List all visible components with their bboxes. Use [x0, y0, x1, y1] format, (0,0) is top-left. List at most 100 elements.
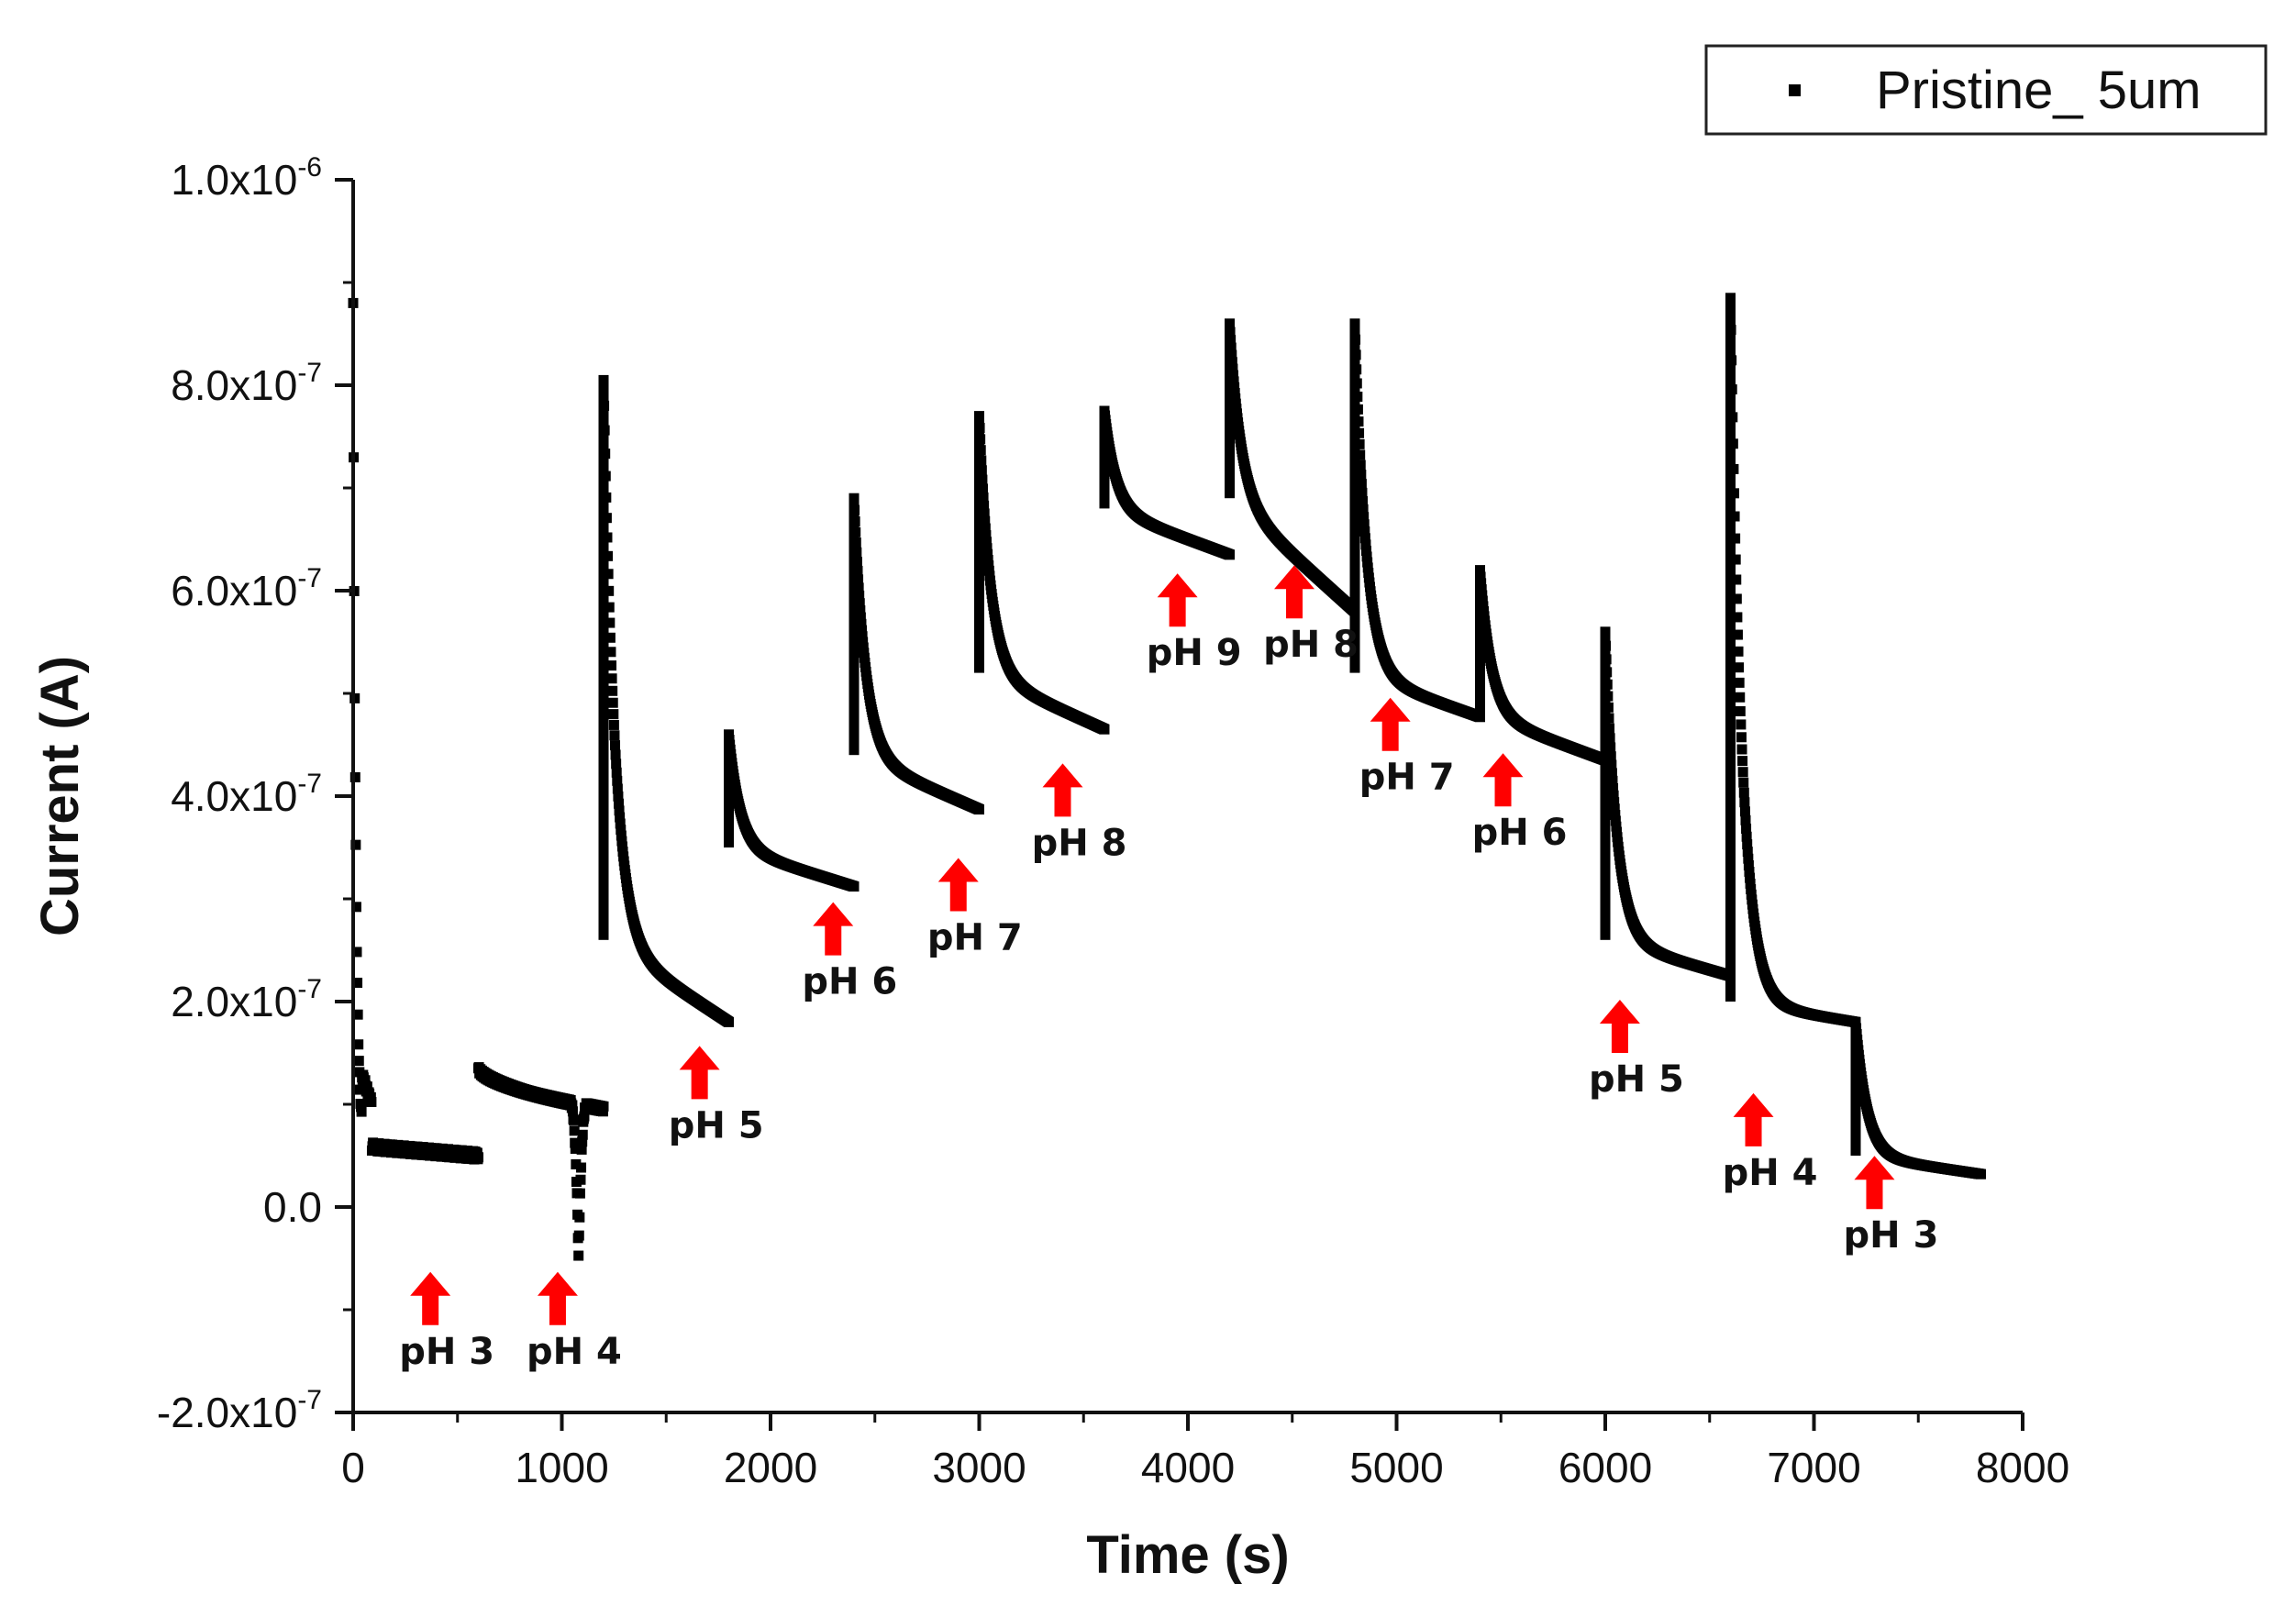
data-point: [473, 1152, 483, 1163]
data-point: [611, 767, 622, 778]
data-point: [855, 612, 866, 623]
data-point: [1355, 449, 1366, 460]
data-point: [615, 812, 626, 823]
segment-ph-4: [473, 1062, 609, 1261]
data-point: [606, 673, 617, 684]
data-point: [1610, 809, 1621, 820]
x-axis-title: Time (s): [1086, 1525, 1289, 1585]
y-axis-title: Current (A): [30, 656, 90, 936]
ph-annotation: pH 6: [802, 902, 897, 1003]
data-point: [1741, 823, 1752, 834]
data-point: [569, 1125, 580, 1136]
ph-annotation: pH 8: [1032, 763, 1127, 864]
data-point: [604, 602, 615, 613]
data-point: [980, 515, 991, 526]
ph-label: pH 8: [1032, 822, 1127, 864]
data-point: [1746, 889, 1757, 900]
ph-label: pH 6: [802, 961, 897, 1003]
data-point: [571, 1158, 582, 1169]
up-arrow-icon: [537, 1271, 578, 1325]
ph-label: pH 3: [1844, 1214, 1939, 1257]
data-point: [1612, 826, 1623, 837]
data-point: [1745, 872, 1756, 883]
data-point: [615, 818, 626, 829]
data-point: [610, 749, 621, 760]
legend-marker: [1789, 84, 1801, 96]
ph-annotation: pH 4: [527, 1271, 622, 1373]
x-tick-label: 7000: [1767, 1444, 1860, 1491]
data-point-spike: [1349, 323, 1360, 673]
data-point: [1608, 790, 1619, 801]
data-point: [1608, 782, 1619, 793]
up-arrow-icon: [410, 1271, 451, 1325]
up-arrow-icon: [1599, 1000, 1640, 1053]
data-point: [1229, 387, 1240, 398]
data-point: [1732, 629, 1743, 640]
data-point: [611, 759, 622, 770]
data-point: [1736, 732, 1747, 743]
data-point: [981, 530, 992, 541]
up-arrow-icon: [1733, 1092, 1774, 1146]
x-tick-label: 0: [341, 1444, 365, 1491]
data-point: [980, 523, 991, 534]
up-arrow-icon: [1854, 1156, 1895, 1210]
data-point: [1734, 662, 1745, 673]
up-arrow-icon: [679, 1046, 720, 1100]
ph-annotation: pH 6: [1472, 753, 1567, 854]
data-point: [613, 798, 624, 809]
data-point: [1742, 839, 1753, 850]
segment-ph-6: [724, 729, 860, 892]
data-point: [1607, 775, 1618, 786]
ph-annotation: pH 8: [1263, 565, 1359, 666]
data-point: [604, 585, 615, 596]
ph-label: pH 5: [1589, 1058, 1684, 1101]
data-point: [1357, 487, 1368, 498]
data-point: [1359, 533, 1370, 544]
data-point: [616, 825, 627, 836]
data-point: [612, 783, 623, 794]
data-point: [576, 1162, 587, 1173]
data-point: [576, 1144, 587, 1155]
y-tick-label: 1.0x10-6: [171, 152, 322, 204]
data-point: [610, 740, 621, 751]
data-point: [1733, 646, 1744, 657]
data-point: [1356, 479, 1367, 490]
x-tick-label: 2000: [724, 1444, 817, 1491]
data-point: [1742, 847, 1753, 858]
data-point: [1099, 724, 1110, 735]
data-point: [1610, 815, 1621, 826]
ph-label: pH 9: [1147, 632, 1242, 674]
data-point: [1730, 554, 1741, 565]
data-point: [616, 830, 627, 841]
data-point: [1735, 705, 1746, 716]
data-point-spike: [598, 380, 609, 940]
data-point: [855, 605, 866, 616]
ph-label: pH 5: [669, 1104, 764, 1146]
data-point: [849, 881, 860, 892]
data-point: [1361, 545, 1372, 556]
up-arrow-icon: [813, 902, 854, 956]
data-point: [1739, 806, 1750, 817]
data-point: [1743, 853, 1754, 864]
y-tick-label: 6.0x10-7: [171, 563, 322, 615]
data-point: [854, 590, 865, 601]
data-point-spike: [1225, 323, 1235, 499]
data-point: [1609, 797, 1620, 808]
data-point: [574, 1188, 585, 1199]
data-point-spike: [1475, 570, 1485, 714]
data-point: [1732, 612, 1743, 623]
data-point: [1611, 821, 1622, 832]
ph-annotation: pH 3: [1844, 1156, 1939, 1257]
data-point: [1355, 460, 1366, 471]
x-tick-label: 3000: [932, 1444, 1026, 1491]
segment-ph-8: [1225, 318, 1360, 616]
up-arrow-icon: [1042, 763, 1083, 817]
data-point: [1737, 756, 1748, 767]
data-point: [1361, 551, 1372, 562]
data-point: [605, 617, 616, 628]
data-point: [983, 565, 994, 576]
data-point: [577, 1136, 588, 1147]
data-point: [1475, 712, 1485, 723]
data-point: [1606, 759, 1617, 770]
